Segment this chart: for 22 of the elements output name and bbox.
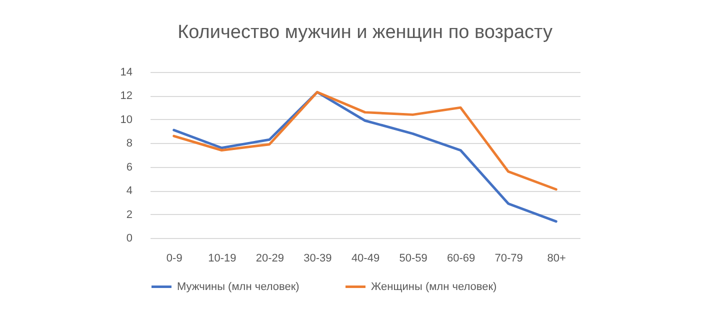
x-tick-label: 80+ [547, 252, 566, 264]
legend-label: Женщины (млн человек) [371, 280, 497, 293]
legend-label: Мужчины (млн человек) [177, 280, 300, 293]
chart-title: Количество мужчин и женщин по возрасту [178, 22, 553, 43]
x-tick-label: 60-69 [446, 252, 476, 264]
line-series [172, 90, 558, 191]
y-tick-label: 6 [126, 161, 132, 174]
y-tick-label: 10 [120, 114, 132, 126]
x-tick-label: 20-29 [256, 252, 284, 264]
x-tick-label: 50-59 [399, 252, 428, 264]
y-tick-label: 2 [126, 208, 132, 221]
x-tick-label: 0-9 [166, 252, 182, 264]
y-tick-label: 14 [120, 66, 132, 78]
x-tick-label: 70-79 [494, 252, 523, 264]
y-tick-label: 12 [120, 90, 132, 102]
x-tick-label: 40-49 [351, 252, 380, 264]
y-tick-label: 4 [126, 185, 132, 198]
y-tick-label: 0 [126, 232, 132, 244]
line-series [172, 90, 558, 223]
x-tick-label: 30-39 [304, 252, 332, 264]
y-tick-label: 8 [126, 138, 132, 150]
x-tick-label: 10-19 [208, 252, 236, 264]
